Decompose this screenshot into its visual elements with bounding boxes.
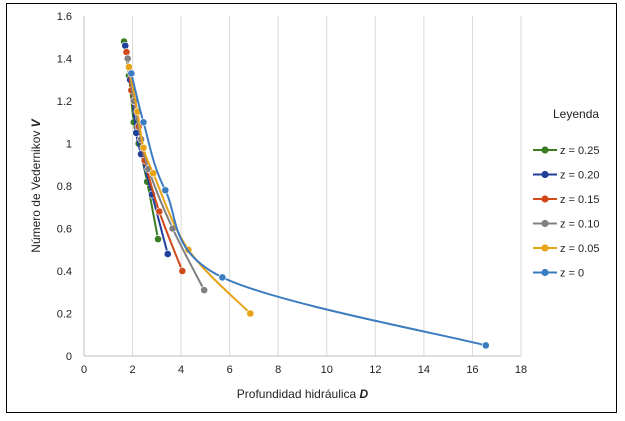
data-point [155,207,164,216]
x-tick-label: 6 [227,364,233,376]
x-tick-label: 10 [321,364,333,376]
x-axis-title: Profundidad hidráulica D [237,387,369,401]
x-tick-label: 0 [81,364,87,376]
legend-label: z = 0.05 [560,243,599,255]
y-tick-label: 1 [66,139,72,151]
x-tick-label: 4 [178,364,184,376]
legend-item: z = 0.20 [533,170,599,182]
grid-lines [132,16,522,356]
y-tick-label: 1.2 [57,96,72,108]
legend-label: z = 0.25 [560,145,599,157]
x-tick-label: 12 [369,364,381,376]
data-point [123,54,132,63]
series-line [127,66,252,315]
data-point [139,143,148,152]
y-tick-label: 1.6 [57,11,72,23]
data-point [246,309,255,318]
data-point [127,69,136,78]
legend-item: z = 0.15 [533,194,599,206]
data-point [163,250,172,258]
data-point [218,273,227,282]
data-point [161,186,170,195]
y-tick-label: 0.6 [57,224,72,236]
axes: 0 2 4 6 8 10 12 14 16 18 0 0.2 0.4 0.6 0.8 1 1.2 1.4 1.6 Pr… [29,11,527,401]
legend-label: z = 0 [560,268,584,280]
chart-frame [6,3,617,413]
legend-swatch-marker [541,268,549,277]
x-tick-label: 18 [515,364,527,376]
y-axis-title: Número de Vedernikov V [29,118,43,252]
y-tick-label: 1.4 [57,54,72,66]
y-tick-label: 0.8 [57,181,72,193]
x-tick-label: 14 [418,364,430,376]
y-tick-label: 0 [66,351,72,363]
data-point [481,341,490,350]
y-tick-label: 0.4 [57,266,72,278]
legend-label: z = 0.15 [560,194,599,206]
x-tick-label: 8 [275,364,281,376]
x-tick-label: 16 [466,364,478,376]
series-line [130,73,487,347]
x-tick-label: 2 [129,364,135,376]
data-point [200,286,209,295]
legend-item: z = 0 [533,268,584,280]
series-group [120,37,490,350]
legend-swatch-marker [541,195,549,203]
legend-swatch-marker [541,170,549,179]
legend-label: z = 0.20 [560,170,599,182]
legend-title: Leyenda [553,107,599,121]
legend-label: z = 0.10 [560,219,599,231]
data-point [121,41,130,50]
series-4 [125,63,255,318]
legend: Leyenda z = 0.25 z = 0.20 z = 0.15 z = 0.10 z… [533,107,599,280]
y-tick-label: 0.2 [57,309,72,321]
legend-item: z = 0.05 [533,243,599,255]
legend-swatch-marker [541,219,549,228]
data-point [122,48,131,57]
legend-swatch-marker [541,146,549,154]
data-point [154,235,162,244]
legend-swatch-marker [541,244,549,252]
data-point [178,267,187,275]
data-point [139,118,148,127]
legend-item: z = 0.25 [533,145,599,157]
data-point [149,169,158,178]
legend-item: z = 0.10 [533,219,599,231]
series-5 [127,69,490,350]
